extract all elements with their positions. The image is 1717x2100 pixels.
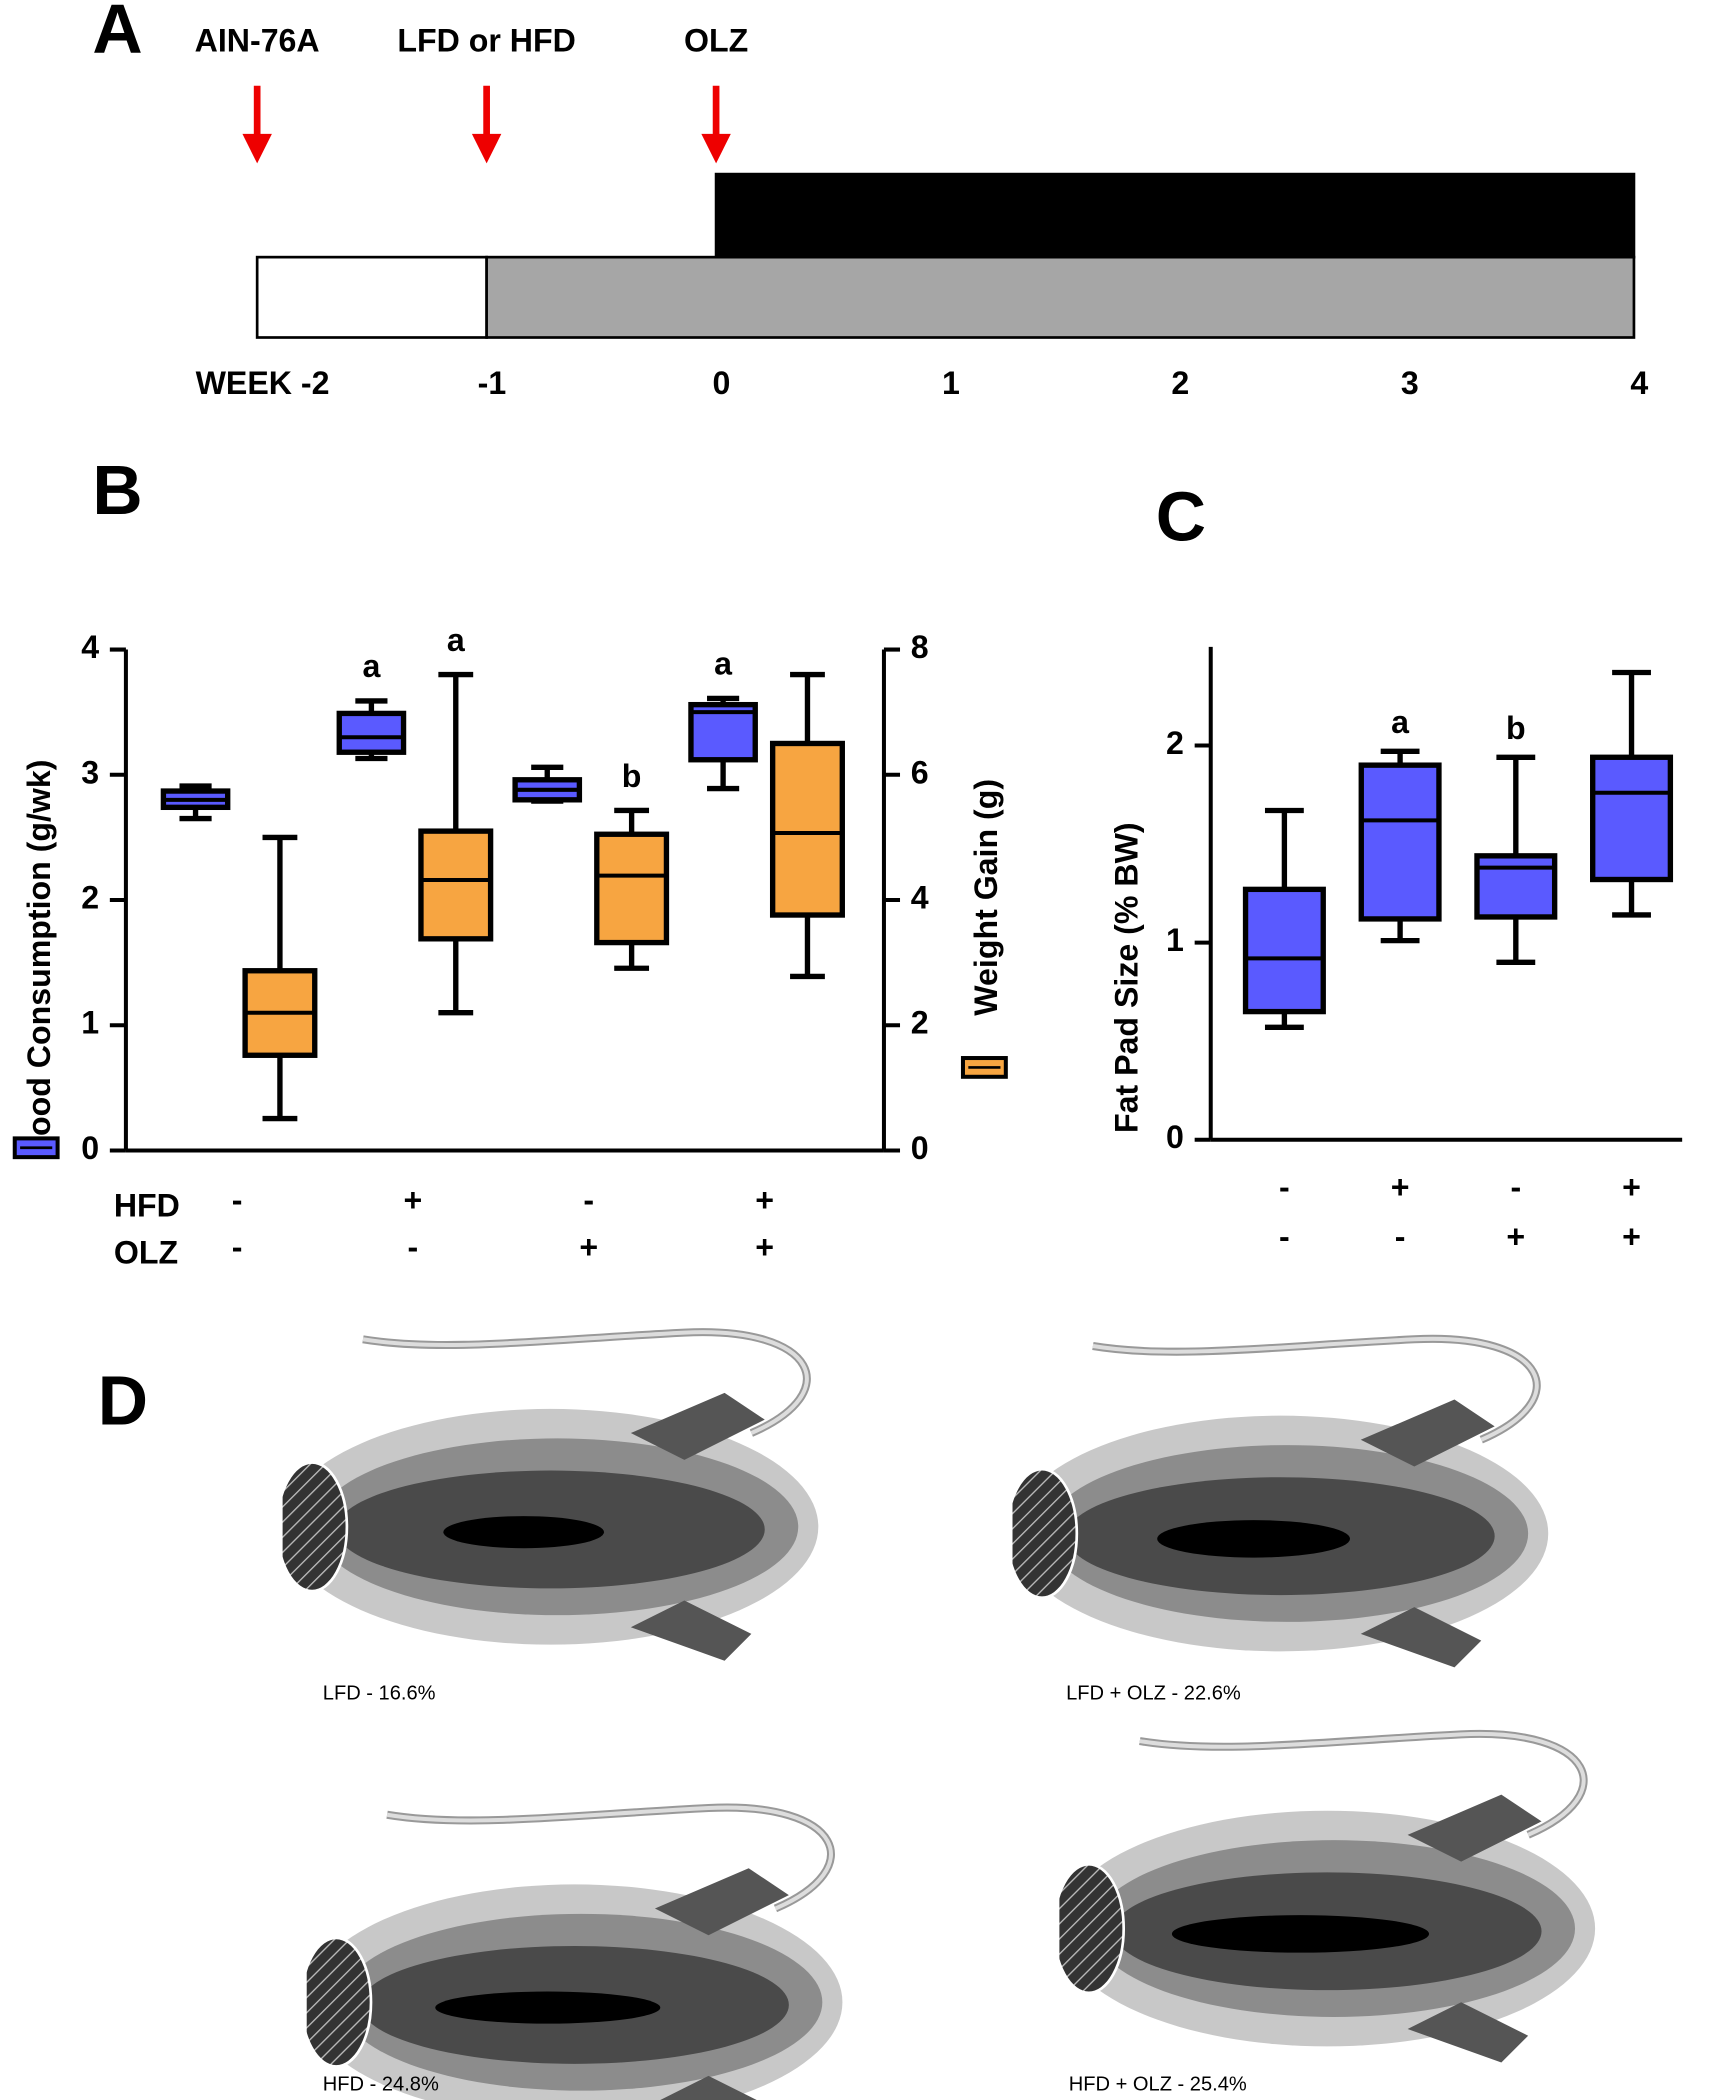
condition: - (1279, 1169, 1290, 1205)
y-tick-label: 2 (1166, 725, 1184, 761)
tail-core (1092, 1336, 1539, 1442)
condition: + (755, 1182, 774, 1218)
y-tick-label: 8 (911, 629, 929, 665)
body-core (443, 1516, 605, 1549)
event-label: AIN-76A (195, 22, 320, 58)
condition: + (579, 1229, 598, 1265)
event-label: LFD or HFD (397, 22, 575, 58)
scan-image (242, 1328, 819, 1661)
event-label: OLZ (684, 22, 748, 58)
caption: HFD - 24.8% (323, 2074, 439, 2096)
event-arrowhead (471, 133, 502, 164)
condition: + (1622, 1169, 1641, 1205)
week-label: 3 (1401, 365, 1419, 401)
caption: LFD + OLZ - 22.6% (1066, 1682, 1241, 1704)
week-label: -1 (478, 365, 507, 401)
sig-letter: a (1391, 704, 1410, 740)
body-core (435, 1991, 661, 2024)
y-tick-label: 0 (911, 1130, 929, 1166)
head-hatch (275, 1461, 349, 1593)
week-label: 0 (713, 365, 731, 401)
y-axis-title: Food Consumption (g/wk) (21, 760, 57, 1156)
y-tick-label: 2 (81, 879, 99, 915)
mask (972, 1399, 1013, 1668)
tail-core (1139, 1731, 1586, 1837)
y-tick-label: 4 (911, 879, 929, 915)
condition: - (408, 1229, 419, 1265)
caption: LFD - 16.6% (323, 1682, 436, 1704)
panel-letter: D (98, 1362, 148, 1440)
sig-letter: b (1506, 710, 1526, 746)
y-tick-label: 1 (81, 1005, 99, 1041)
body-core (1157, 1520, 1351, 1558)
panel-letter: C (1156, 478, 1206, 556)
sig-letter: a (447, 622, 466, 658)
box (594, 831, 670, 946)
tail-core (362, 1330, 809, 1435)
head-hatch (1005, 1467, 1079, 1600)
box (1590, 754, 1674, 883)
event-arrowhead (242, 133, 272, 164)
condition: + (755, 1229, 774, 1265)
y-axis-title: Fat Pad Size (% BW) (1109, 822, 1145, 1133)
condition: - (1510, 1169, 1521, 1205)
condition: - (232, 1182, 243, 1218)
box (418, 828, 494, 942)
y-tick-label: 0 (1166, 1119, 1184, 1155)
drug-bar (714, 172, 1636, 259)
head-hatch (300, 1936, 373, 2068)
condition: + (404, 1182, 423, 1218)
condition: + (1622, 1218, 1641, 1254)
row-label: HFD (114, 1188, 180, 1224)
box (1474, 853, 1558, 920)
box (1358, 762, 1442, 922)
box (1242, 886, 1326, 1015)
row-label: OLZ (114, 1234, 178, 1270)
condition: - (1279, 1218, 1290, 1254)
condition: - (232, 1229, 243, 1265)
scan-image (972, 1334, 1549, 1668)
sig-letter: b (622, 758, 642, 794)
diet-bar (255, 255, 488, 339)
mask (242, 1392, 283, 1661)
scan-image (266, 1803, 843, 2100)
limb (1407, 1794, 1542, 2063)
panel-letter: A (92, 0, 142, 68)
limb (630, 1392, 765, 1661)
week-label: 2 (1171, 365, 1189, 401)
box (336, 710, 407, 755)
y-tick-label: 1 (1166, 922, 1184, 958)
y-tick-label: 0 (81, 1130, 99, 1166)
week-label: WEEK -2 (196, 365, 330, 401)
week-label: 1 (942, 365, 960, 401)
diet-bar (485, 255, 1636, 339)
box (769, 740, 845, 918)
condition: - (1395, 1218, 1406, 1254)
y-tick-label: 3 (81, 754, 99, 790)
mask (266, 1868, 307, 2100)
sig-letter: a (362, 648, 381, 684)
panel-letter: B (92, 451, 142, 529)
caption: HFD + OLZ - 25.4% (1069, 2074, 1247, 2096)
condition: + (1391, 1169, 1410, 1205)
head-hatch (1052, 1862, 1126, 1995)
y-tick-label: 6 (911, 754, 929, 790)
tail-core (386, 1805, 833, 1911)
body-core (1171, 1915, 1430, 1953)
sig-letter: a (714, 646, 733, 682)
condition: + (1506, 1218, 1525, 1254)
week-label: 4 (1630, 365, 1648, 401)
mask (1019, 1794, 1060, 2063)
y-axis-title: Weight Gain (g) (968, 779, 1004, 1016)
event-arrowhead (701, 133, 731, 164)
scan-image (1019, 1729, 1596, 2063)
limb (654, 1868, 789, 2100)
condition: - (583, 1182, 594, 1218)
y-tick-label: 2 (911, 1005, 929, 1041)
y-tick-label: 4 (81, 629, 99, 665)
